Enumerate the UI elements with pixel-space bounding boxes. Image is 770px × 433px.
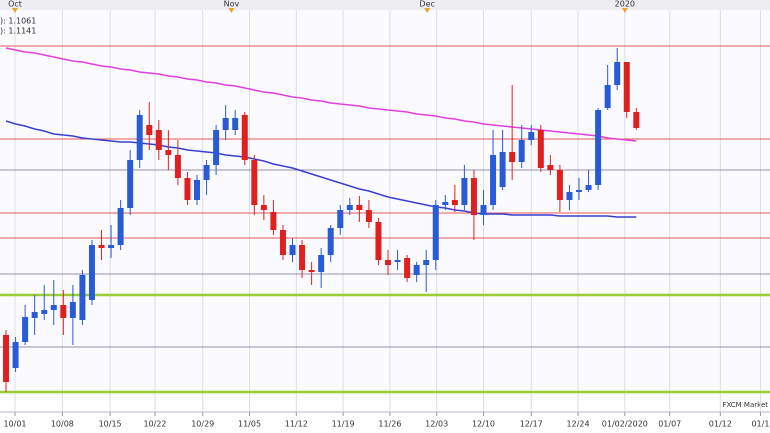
- candle-body: [604, 85, 611, 108]
- candle-body: [203, 165, 210, 180]
- candle-body: [337, 210, 344, 228]
- candle-body: [299, 245, 306, 270]
- x-tick-label: 10/01: [3, 420, 26, 429]
- candle-body: [155, 130, 162, 150]
- candle-body: [556, 170, 563, 200]
- top-axis-band: [0, 0, 770, 10]
- legend-label: ): 1.1061: [0, 17, 36, 26]
- x-tick-label: 01/12: [709, 420, 732, 429]
- x-tick-label: 10/22: [143, 420, 166, 429]
- candle-body: [614, 62, 621, 85]
- candle-body: [241, 115, 248, 160]
- candle-body: [31, 312, 38, 318]
- x-tick-label: 11/05: [238, 420, 261, 429]
- candle-body: [108, 245, 115, 248]
- candle-body: [585, 185, 592, 190]
- watermark: FXCM Market: [722, 401, 768, 409]
- month-marker: [621, 8, 628, 13]
- month-marker: [11, 8, 18, 13]
- candle-body: [509, 152, 516, 162]
- candle-body: [499, 152, 506, 187]
- candle-body: [576, 190, 583, 192]
- x-tick-label: 12/03: [425, 420, 448, 429]
- candle-body: [442, 202, 449, 205]
- x-tick-label: 12/24: [567, 420, 590, 429]
- candle-body: [260, 205, 267, 210]
- candle-body: [308, 270, 315, 272]
- x-tick-label: 10/29: [191, 420, 214, 429]
- month-label: Oct: [8, 0, 22, 9]
- candle-body: [12, 342, 19, 368]
- x-tick-label: 12/10: [472, 420, 495, 429]
- candle-body: [117, 208, 124, 245]
- month-label: Dec: [419, 0, 434, 9]
- month-label: Nov: [224, 0, 240, 9]
- candle-body: [518, 140, 525, 162]
- candle-body: [41, 310, 48, 314]
- candle-body: [251, 160, 258, 205]
- candle-body: [595, 110, 602, 185]
- candle-body: [50, 305, 57, 310]
- month-marker: [228, 8, 235, 13]
- candle-body: [146, 125, 153, 135]
- moving-average-line: [5, 120, 637, 218]
- candle-body: [365, 210, 372, 222]
- candle-body: [423, 260, 430, 265]
- legend-label: ): 1.1141: [0, 27, 36, 36]
- candle-body: [385, 260, 392, 265]
- candle-body: [213, 130, 220, 165]
- candle-body: [60, 305, 67, 318]
- candle-body: [279, 230, 286, 255]
- candle-body: [346, 205, 353, 210]
- candle-body: [289, 245, 296, 255]
- candle-body: [136, 115, 143, 160]
- candle-body: [451, 200, 458, 205]
- x-tick-label: 01/02/2020: [602, 420, 648, 429]
- candle-body: [470, 178, 477, 215]
- candle-body: [174, 155, 181, 178]
- candle-body: [356, 205, 363, 210]
- candle-body: [184, 178, 191, 200]
- candle-body: [404, 258, 411, 278]
- candle-body: [165, 150, 172, 155]
- candle-body: [3, 335, 10, 382]
- month-marker: [424, 8, 431, 13]
- candle-body: [633, 112, 640, 128]
- candle-body: [127, 160, 134, 208]
- candle-body: [22, 317, 29, 342]
- x-tick-label: 11/12: [285, 420, 308, 429]
- candle-body: [222, 118, 229, 130]
- x-tick-label: 10/15: [99, 420, 122, 429]
- candle-body: [537, 130, 544, 168]
- x-tick-label: 11/26: [378, 420, 401, 429]
- candle-body: [69, 302, 76, 318]
- candle-body: [394, 260, 401, 262]
- candle-body: [547, 165, 554, 170]
- x-tick-label: 01/1: [751, 420, 769, 429]
- candle-body: [88, 245, 95, 300]
- candle-body: [461, 178, 468, 205]
- x-tick-label: 11/19: [332, 420, 355, 429]
- candle-body: [79, 275, 86, 320]
- candle-body: [432, 205, 439, 260]
- x-tick-label: 10/08: [51, 420, 74, 429]
- candle-body: [375, 222, 382, 260]
- x-tick-label: 12/17: [520, 420, 543, 429]
- candle-body: [566, 192, 573, 200]
- candle-body: [413, 265, 420, 275]
- candle-body: [327, 228, 334, 255]
- x-tick-label: 01/07: [658, 420, 681, 429]
- candle-body: [528, 132, 535, 140]
- candle-body: [194, 180, 201, 200]
- candle-body: [232, 118, 239, 130]
- candle-body: [490, 155, 497, 205]
- candle-body: [623, 62, 630, 112]
- candle-body: [270, 212, 277, 230]
- candle-body: [480, 205, 487, 215]
- candle-body: [98, 245, 105, 248]
- candle-body: [318, 255, 325, 272]
- month-label: 2020: [615, 0, 635, 9]
